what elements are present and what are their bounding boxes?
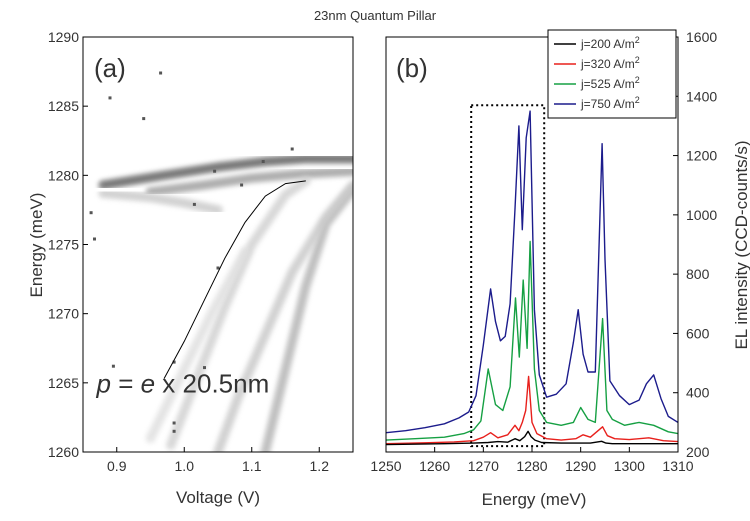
annotation-var: e	[141, 369, 155, 399]
heat-band-5	[168, 178, 308, 448]
legend-name-0: j=200 A/m	[580, 37, 635, 51]
panel-a-ylabel: Energy (meV)	[27, 193, 46, 298]
figure-title: 23nm Quantum Pillar	[314, 8, 437, 23]
heat-dot-12	[203, 366, 206, 370]
heat-dot-0	[159, 71, 163, 75]
legend-name-1: j=320 A/m	[580, 57, 635, 71]
annotation-prefix: p	[96, 369, 111, 399]
b-xtick-label-0: 1250	[370, 458, 401, 474]
b-ytick-label-3: 800	[686, 266, 710, 282]
legend-label-0: j=200 A/m2	[580, 35, 640, 51]
heat-band-6	[148, 249, 247, 441]
b-ytick-label-0: 200	[686, 444, 710, 460]
b-ytick-label-4: 1000	[686, 207, 717, 223]
b-xtick-label-5: 1300	[614, 458, 645, 474]
heat-dot-8	[89, 211, 93, 215]
heatmap-bands	[97, 153, 353, 452]
a-xtick-label-0: 0.9	[107, 458, 127, 474]
legend: j=200 A/m2j=320 A/m2j=525 A/m2j=750 A/m2	[547, 29, 677, 119]
panel-a: 0.9 1.0 1.1 1.2 1260 1265 1270 1275 1280 1285 1290…	[27, 29, 354, 507]
b-xtick-label-1: 1260	[419, 458, 450, 474]
legend-label-2: j=525 A/m2	[580, 75, 640, 91]
panel-b-xlabel: Energy (meV)	[482, 490, 587, 509]
legend-name-2: j=525 A/m	[580, 77, 635, 91]
a-xtick-label-3: 1.2	[310, 458, 330, 474]
spectra-series	[386, 110, 678, 446]
annotation-equals: =	[111, 369, 141, 399]
legend-sup-1: 2	[635, 55, 640, 65]
heat-band-2	[101, 191, 220, 212]
legend-name-3: j=750 A/m	[580, 97, 635, 111]
heat-dot-2	[142, 117, 146, 121]
heat-band-0	[101, 156, 353, 187]
legend-sup-0: 2	[635, 35, 640, 45]
series-line-3	[386, 110, 678, 434]
a-ytick-label-6: 1290	[48, 29, 79, 45]
series-line-2	[386, 240, 678, 441]
annotation-suffix: x 20.5nm	[155, 369, 269, 399]
heat-band-4	[216, 183, 353, 452]
legend-sup-2: 2	[635, 75, 640, 85]
a-xtick-label-2: 1.1	[242, 458, 262, 474]
fit-annotation: p = e x 20.5nm	[96, 369, 270, 399]
panel-a-xlabel: Voltage (V)	[176, 488, 260, 507]
heatmap-dots	[89, 71, 294, 433]
heat-dot-15	[172, 429, 176, 433]
heat-dot-13	[111, 364, 115, 368]
fit-curve	[163, 180, 306, 379]
panel-b-label: (b)	[396, 53, 428, 83]
heat-dot-10	[216, 266, 220, 270]
panel-a-label: (a)	[94, 53, 126, 83]
b-ytick-label-1: 400	[686, 385, 710, 401]
a-ytick-label-0: 1260	[48, 444, 79, 460]
highlight-box	[470, 104, 546, 448]
legend-label-1: j=320 A/m2	[580, 55, 640, 71]
b-xtick-label-6: 1310	[662, 458, 693, 474]
heat-dot-9	[93, 237, 96, 241]
b-xtick-label-3: 1280	[516, 458, 547, 474]
heat-dot-5	[213, 169, 217, 173]
heat-dot-3	[261, 160, 265, 163]
a-ytick-label-3: 1275	[48, 237, 79, 253]
b-xtick-label-2: 1270	[468, 458, 499, 474]
heat-band-1	[148, 169, 353, 194]
a-xtick-label-1: 1.0	[175, 458, 195, 474]
series-line-1	[386, 375, 678, 445]
a-ytick-label-5: 1285	[48, 98, 79, 114]
heat-dot-4	[290, 147, 294, 151]
b-xtick-label-4: 1290	[565, 458, 596, 474]
a-ytick-label-4: 1280	[48, 167, 79, 183]
a-ytick-label-1: 1265	[48, 375, 79, 391]
b-ytick-label-5: 1200	[686, 148, 717, 164]
heat-dot-14	[172, 421, 176, 425]
b-ytick-label-6: 1400	[686, 88, 717, 104]
b-ytick-label-2: 600	[686, 325, 710, 341]
series-line-0	[386, 430, 678, 446]
legend-label-3: j=750 A/m2	[580, 95, 640, 111]
legend-sup-3: 2	[635, 95, 640, 105]
heat-dot-11	[172, 360, 176, 364]
heat-dot-7	[192, 202, 196, 206]
b-ytick-label-7: 1600	[686, 29, 717, 45]
panel-b-ylabel: EL intensity (CCD-counts/s)	[732, 140, 750, 349]
a-ytick-label-2: 1270	[48, 306, 79, 322]
panel-a-ticks: 0.9 1.0 1.1 1.2 1260 1265 1270 1275 1280 1285 1290	[48, 29, 329, 474]
heat-dot-6	[240, 183, 244, 187]
heat-dot-1	[108, 96, 112, 100]
